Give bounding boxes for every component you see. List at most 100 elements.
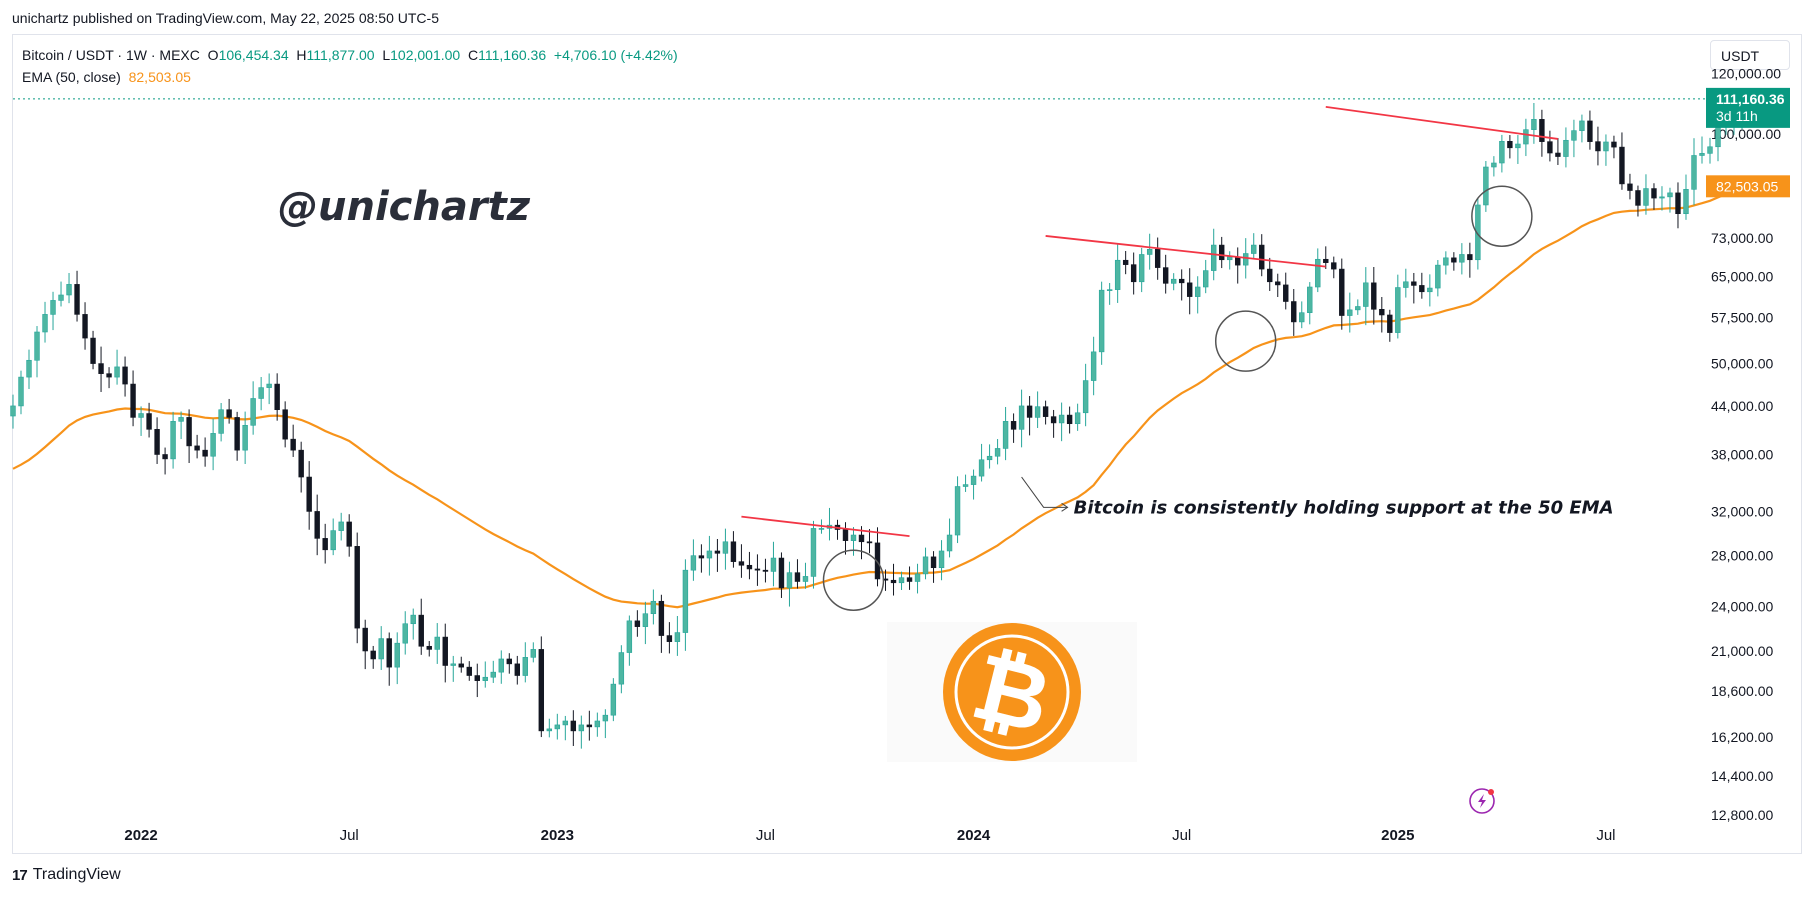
candle	[258, 377, 264, 411]
candle	[1098, 281, 1105, 365]
candle-body	[738, 561, 745, 566]
x-tick-label: Jul	[340, 827, 359, 844]
candle	[490, 660, 496, 683]
tradingview-footer[interactable]: 17 TradingView	[12, 866, 121, 884]
candle-body	[786, 572, 793, 589]
candle	[986, 444, 993, 469]
y-tick-label: 12,800.00	[1711, 807, 1773, 823]
candle-body	[762, 569, 769, 572]
candle-body	[1050, 416, 1057, 424]
candle-body	[1154, 248, 1161, 268]
time-axis[interactable]: 2022 Jul 2023 Jul 2024 Jul 2025 Jul	[124, 827, 1615, 844]
candle-body	[1058, 414, 1065, 424]
candle	[554, 713, 561, 740]
candle-body	[466, 666, 472, 676]
candle-body	[898, 577, 905, 584]
candle	[1130, 252, 1137, 295]
candle-body	[1563, 139, 1569, 157]
candle-body	[50, 300, 56, 315]
candle	[1235, 247, 1241, 284]
candle-body	[706, 550, 713, 559]
lightning-dot	[1488, 789, 1494, 795]
candle-body	[874, 542, 881, 580]
candle-body	[298, 449, 304, 478]
candle-body	[698, 555, 705, 559]
candle	[802, 562, 809, 589]
candle-body	[322, 538, 328, 551]
candle-body	[202, 449, 208, 457]
candle-body	[842, 529, 849, 541]
candle	[1251, 233, 1257, 260]
candle-body	[850, 534, 857, 541]
candle-body	[1315, 258, 1321, 288]
candle	[866, 529, 873, 554]
candle	[1587, 110, 1593, 150]
symbol-label[interactable]: Bitcoin / USDT · 1W · MEXC	[22, 47, 200, 63]
candle	[810, 520, 817, 589]
candle-body	[434, 636, 440, 650]
candle	[538, 636, 545, 738]
candle	[1002, 406, 1009, 461]
candle-body	[746, 564, 753, 570]
candle	[1379, 297, 1385, 333]
candle	[1667, 187, 1673, 213]
candle	[658, 594, 665, 653]
candle	[738, 544, 745, 578]
candle	[1106, 282, 1113, 305]
candle	[1010, 413, 1017, 443]
candle-body	[1515, 143, 1521, 149]
price-axis[interactable]: 120,000.00100,000.0085,000.0073,000.0065…	[1711, 66, 1781, 823]
candle	[714, 538, 721, 572]
candle-body	[730, 541, 737, 562]
candle	[426, 641, 432, 657]
candle-body	[1499, 140, 1505, 164]
candle-body	[90, 337, 96, 364]
candle	[1227, 251, 1233, 270]
candle	[234, 411, 240, 461]
candle	[1539, 109, 1545, 157]
candle	[282, 401, 288, 448]
x-tick-label: Jul	[1172, 827, 1191, 844]
open-key: O	[207, 47, 219, 63]
candle	[474, 663, 480, 698]
y-tick-label: 14,400.00	[1711, 768, 1773, 784]
bitcoin-logo-icon: ₿	[887, 622, 1137, 762]
candle-body	[146, 413, 152, 430]
candle	[330, 518, 336, 556]
candle	[1275, 273, 1281, 298]
candle	[306, 461, 312, 530]
candle	[1507, 135, 1513, 159]
candle-body	[1571, 130, 1577, 141]
candle	[778, 552, 785, 598]
candle-body	[1395, 287, 1401, 333]
candle-body	[122, 366, 128, 385]
candle	[10, 394, 16, 429]
lightning-bolt	[1478, 794, 1486, 808]
candle	[242, 411, 248, 464]
candle-body	[426, 645, 432, 650]
candle	[122, 356, 128, 397]
ohlc-row: Bitcoin / USDT · 1W · MEXC O106,454.34 H…	[22, 44, 678, 66]
candle	[218, 403, 224, 442]
candles	[10, 91, 1745, 749]
candle	[586, 710, 593, 741]
candle	[34, 326, 40, 378]
candle	[370, 645, 376, 669]
candle-body	[690, 555, 697, 571]
candle-body	[586, 724, 593, 728]
candle-body	[802, 576, 809, 582]
ema-label[interactable]: EMA (50, close)	[22, 69, 121, 85]
candle	[1018, 389, 1025, 448]
candle	[1395, 274, 1401, 339]
candle-body	[106, 373, 112, 378]
candle-body	[866, 541, 873, 544]
candle-body	[514, 663, 520, 676]
publish-info: unichartz published on TradingView.com, …	[12, 10, 439, 26]
candle-body	[330, 530, 336, 551]
candle	[1114, 242, 1121, 303]
candle	[1178, 269, 1185, 301]
candle-body	[658, 600, 665, 636]
currency-unit-button[interactable]: USDT	[1710, 40, 1790, 70]
